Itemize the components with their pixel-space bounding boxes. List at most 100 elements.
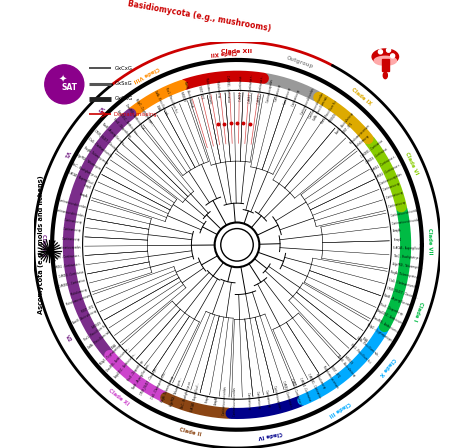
Text: TdeC - Stachybotrys va...: TdeC - Stachybotrys va... (393, 254, 424, 261)
Text: Cortinarius rubicundus: Cortinarius rubicundus (57, 198, 86, 210)
Text: NorB - Aspergillus nom...: NorB - Aspergillus nom... (101, 122, 126, 147)
Text: Cortinarius sp.: Cortinarius sp. (63, 237, 81, 241)
Text: CrPKS2 - Cortinarius r...: CrPKS2 - Cortinarius r... (281, 380, 293, 409)
Text: Tricholoma sp.: Tricholoma sp. (355, 134, 371, 149)
Text: FnPKS19: FnPKS19 (179, 91, 186, 103)
Text: M4pO - Cryptosporiopsi...: M4pO - Cryptosporiopsi... (99, 341, 124, 366)
Text: TdeC - Stachybotrys va...: TdeC - Stachybotrys va... (180, 379, 192, 410)
Text: Clade IX: Clade IX (350, 87, 372, 107)
Text: GsfA - Penicillium rub...: GsfA - Penicillium rub... (87, 329, 113, 350)
Text: Pks1 - Penicillium fici: Pks1 - Penicillium fici (83, 323, 108, 341)
Text: AlgePKS - Talaromyces ...: AlgePKS - Talaromyces ... (75, 153, 104, 173)
Text: CPUR_05437 - Claviceps...: CPUR_05437 - Claviceps... (140, 366, 160, 396)
Text: PKST - EY1: PKST - EY1 (81, 305, 94, 314)
Text: Auri8 - Auricularia sp.: Auri8 - Auricularia sp. (335, 111, 356, 135)
Text: NorB - Aspergillus nom...: NorB - Aspergillus nom... (383, 294, 413, 309)
Text: Ascomycota (e.g., molds and lichens): Ascomycota (e.g., molds and lichens) (38, 176, 44, 314)
Text: PKST - EY1: PKST - EY1 (197, 85, 203, 99)
Text: M4pO - Cryptosporiopsi...: M4pO - Cryptosporiopsi... (366, 323, 395, 343)
Text: CrPKS1 - Cortinarius r...: CrPKS1 - Cortinarius r... (248, 74, 254, 103)
Text: Tricholoma sp.: Tricholoma sp. (215, 80, 221, 99)
Text: Cortinarius rubicundus: Cortinarius rubicundus (392, 218, 420, 226)
Text: StACA5 - Aspergillus f...: StACA5 - Aspergillus f... (191, 382, 201, 412)
Text: FnPKS19: FnPKS19 (328, 112, 337, 123)
Text: GsfA - Penicillium rub...: GsfA - Penicillium rub... (154, 90, 170, 118)
Text: Cortinarius sp.: Cortinarius sp. (64, 218, 82, 225)
Text: Cortinarius sp.: Cortinarius sp. (255, 391, 261, 409)
Text: CrPKS1 - Cortinarius r...: CrPKS1 - Cortinarius r... (371, 154, 397, 172)
Text: Cortinarius rubicundus: Cortinarius rubicundus (233, 387, 237, 416)
Text: Pks1 - Penicillium fici: Pks1 - Penicillium fici (320, 100, 338, 125)
Ellipse shape (372, 49, 399, 65)
Text: Domain missing: Domain missing (114, 112, 157, 117)
Text: PhoE - Diaporthe sp.: PhoE - Diaporthe sp. (127, 360, 145, 383)
Text: Pks1 - Penicillium fici: Pks1 - Penicillium fici (164, 87, 178, 113)
Text: CPUR_05437 - Claviceps...: CPUR_05437 - Claviceps... (386, 286, 419, 300)
Text: Clade XII: Clade XII (210, 49, 237, 56)
Text: CPUR_05437 - Claviceps...: CPUR_05437 - Claviceps... (92, 129, 120, 154)
Text: V2: V2 (64, 334, 72, 343)
Text: Auri8 - Auricularia sp.: Auri8 - Auricularia sp. (73, 309, 98, 325)
Text: Tricholoma vaccinum: Tricholoma vaccinum (322, 364, 339, 389)
Text: BugA - Talaromyces sp.: BugA - Talaromyces sp. (82, 146, 109, 165)
Ellipse shape (374, 56, 396, 65)
Text: Auri8 - Auricularia sp.: Auri8 - Auricularia sp. (336, 354, 356, 378)
Circle shape (391, 54, 395, 58)
Text: V1: V1 (63, 150, 71, 159)
Text: GxCxG: GxCxG (114, 65, 132, 71)
Text: CrPKS81 - Cortinarius: CrPKS81 - Cortinarius (58, 278, 85, 289)
Text: CrPKS81 - Cortinarius: CrPKS81 - Cortinarius (360, 138, 384, 158)
Text: DmxPKS - Arthrinium sa...: DmxPKS - Arthrinium sa... (124, 103, 146, 132)
Text: Clade VI: Clade VI (404, 151, 419, 176)
Text: Strop2: Strop2 (205, 394, 210, 403)
Ellipse shape (383, 72, 387, 79)
Text: CrPKS2 - Cortinarius r...: CrPKS2 - Cortinarius r... (375, 162, 402, 180)
Text: Cortinarius sp.: Cortinarius sp. (274, 84, 283, 102)
Text: CrPKS2 - Cortinarius r...: CrPKS2 - Cortinarius r... (257, 75, 264, 104)
Text: PtdA: PtdA (155, 104, 162, 111)
Text: CrPKS4 - Cortinarius: CrPKS4 - Cortinarius (365, 147, 389, 164)
Text: PtdA: PtdA (361, 337, 368, 344)
Text: Clade II: Clade II (179, 427, 202, 437)
Circle shape (378, 50, 383, 54)
Text: ClaG - Cladosporium fu...: ClaG - Cladosporium fu... (388, 278, 419, 290)
Circle shape (386, 48, 391, 52)
Text: PKST - EY1: PKST - EY1 (342, 122, 354, 135)
Text: CrPKS1 - Cortinarius r...: CrPKS1 - Cortinarius r... (53, 262, 82, 270)
Text: Cortinarius apodus: Cortinarius apodus (379, 172, 402, 186)
Text: CrPKS81 - Cortinarius: CrPKS81 - Cortinarius (225, 75, 230, 102)
Text: Anp1E5C - Arthrinium s...: Anp1E5C - Arthrinium s... (114, 352, 137, 379)
Text: M4pO - Cryptosporiopsi...: M4pO - Cryptosporiopsi... (134, 98, 154, 127)
Text: Cortinarius apodus: Cortinarius apodus (57, 246, 81, 250)
Text: ClaG - Cladosporium fu...: ClaG - Cladosporium fu... (150, 370, 167, 400)
Text: Cortinarius sp.: Cortinarius sp. (283, 86, 292, 104)
Text: CrPKS4 - Cortinarius: CrPKS4 - Cortinarius (58, 271, 83, 279)
Text: CrPKS1 - Cortinarius r...: CrPKS1 - Cortinarius r... (290, 378, 303, 407)
Text: PhoE - Diaporthe sp.: PhoE - Diaporthe sp. (112, 118, 132, 139)
Text: GsfA - Penicillium rub...: GsfA - Penicillium rub... (313, 94, 330, 122)
Text: Cortinarius apodus: Cortinarius apodus (273, 385, 282, 409)
Text: CrPKS4 - Cortinarius: CrPKS4 - Cortinarius (239, 76, 243, 101)
Text: FnPKS19: FnPKS19 (91, 320, 102, 329)
Text: AtropA: AtropA (79, 192, 89, 198)
Text: Tricholoma vaccinum: Tricholoma vaccinum (64, 294, 91, 307)
Text: StACA5 - Aspergillus f...: StACA5 - Aspergillus f... (67, 171, 95, 187)
Text: GxSxG: GxSxG (114, 81, 132, 86)
Text: Cortinarius sp.: Cortinarius sp. (383, 182, 401, 193)
Text: Pks1 - Penicillium fici: Pks1 - Penicillium fici (349, 343, 371, 364)
Text: Cortinarius rubicundus: Cortinarius rubicundus (300, 88, 315, 116)
Text: Tricholoma vaccinum: Tricholoma vaccinum (204, 77, 212, 104)
Text: Cortinarius sp.: Cortinarius sp. (246, 392, 251, 410)
Text: Cortinarius rubicundus: Cortinarius rubicundus (222, 387, 228, 415)
Text: Clade XII: Clade XII (221, 49, 253, 54)
Text: Clade III: Clade III (328, 400, 351, 417)
Text: DmxPKS - Arthrinium sa...: DmxPKS - Arthrinium sa... (371, 315, 401, 336)
Text: AlgePKS - Talaromyces ...: AlgePKS - Talaromyces ... (392, 263, 423, 271)
Text: BugA - Talaromyces sp.: BugA - Talaromyces sp. (161, 375, 176, 403)
Text: DmxPKS - Arthrinium sa...: DmxPKS - Arthrinium sa... (106, 346, 131, 373)
Text: Cortinarius sp.: Cortinarius sp. (292, 89, 301, 108)
Text: FnPKS19: FnPKS19 (343, 355, 353, 365)
Text: Tricholoma sp.: Tricholoma sp. (314, 372, 327, 390)
Text: Cortinarius sp.: Cortinarius sp. (385, 191, 404, 200)
Text: Cortinarius rubicundus: Cortinarius rubicundus (55, 208, 84, 217)
